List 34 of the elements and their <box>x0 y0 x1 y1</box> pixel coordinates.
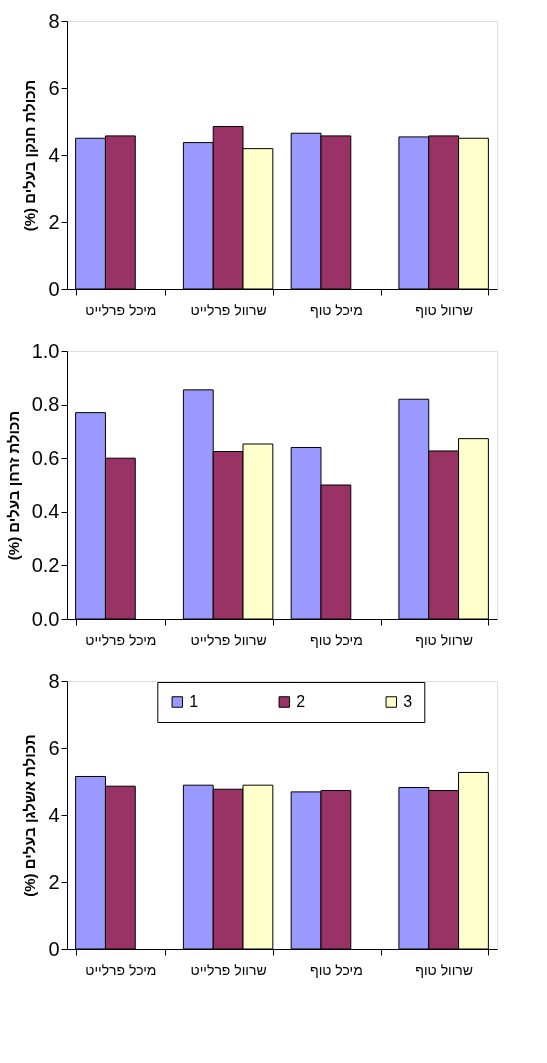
legend-label: 1 <box>189 693 199 710</box>
y-axis-title: תכולת זרחן בעלים (%) <box>4 410 22 561</box>
x-tick-label: שרוול פרלייט <box>190 961 267 978</box>
y-tick-label: 2 <box>48 210 60 233</box>
legend-label: 3 <box>403 693 413 710</box>
x-tick-label: שרוול פרלייט <box>190 301 267 318</box>
y-tick-label: 8 <box>48 669 60 692</box>
y-tick-label: 2 <box>48 870 60 893</box>
x-tick-label: שרוול טוף <box>415 301 474 318</box>
x-tick-label: שרוול טוף <box>415 961 474 978</box>
x-tick-label: מיכל פרלייט <box>85 301 157 318</box>
y-axis-title: תכולת אשלגן בעלים (%) <box>21 734 39 897</box>
y-tick-label: 4 <box>48 803 60 826</box>
y-tick-label: 6 <box>48 736 60 759</box>
y-tick-label: 8 <box>48 9 60 32</box>
x-tick-label: מיכל פרלייט <box>85 961 157 978</box>
x-tick-label: מיכל טוף <box>309 961 363 978</box>
y-tick-label: 1.0 <box>31 339 60 362</box>
y-tick-label: 6 <box>48 76 60 99</box>
y-tick-label: 0.0 <box>31 607 60 630</box>
y-tick-label: 0.8 <box>31 393 60 416</box>
legend-label: 2 <box>296 693 306 710</box>
x-tick-label: שרוול פרלייט <box>190 631 267 648</box>
y-tick-label: 0 <box>48 277 60 300</box>
y-tick-label: 0.4 <box>31 500 60 523</box>
x-tick-label: שרוול טוף <box>415 631 474 648</box>
y-tick-label: 0 <box>48 937 60 960</box>
y-tick-label: 4 <box>48 143 60 166</box>
x-tick-label: מיכל טוף <box>309 301 363 318</box>
y-axis-title: תכולת חנקן בעלים (%) <box>21 79 39 232</box>
y-tick-label: 0.6 <box>31 446 60 469</box>
x-tick-label: מיכל טוף <box>309 631 363 648</box>
y-tick-label: 0.2 <box>31 553 60 576</box>
x-tick-label: מיכל פרלייט <box>85 631 157 648</box>
